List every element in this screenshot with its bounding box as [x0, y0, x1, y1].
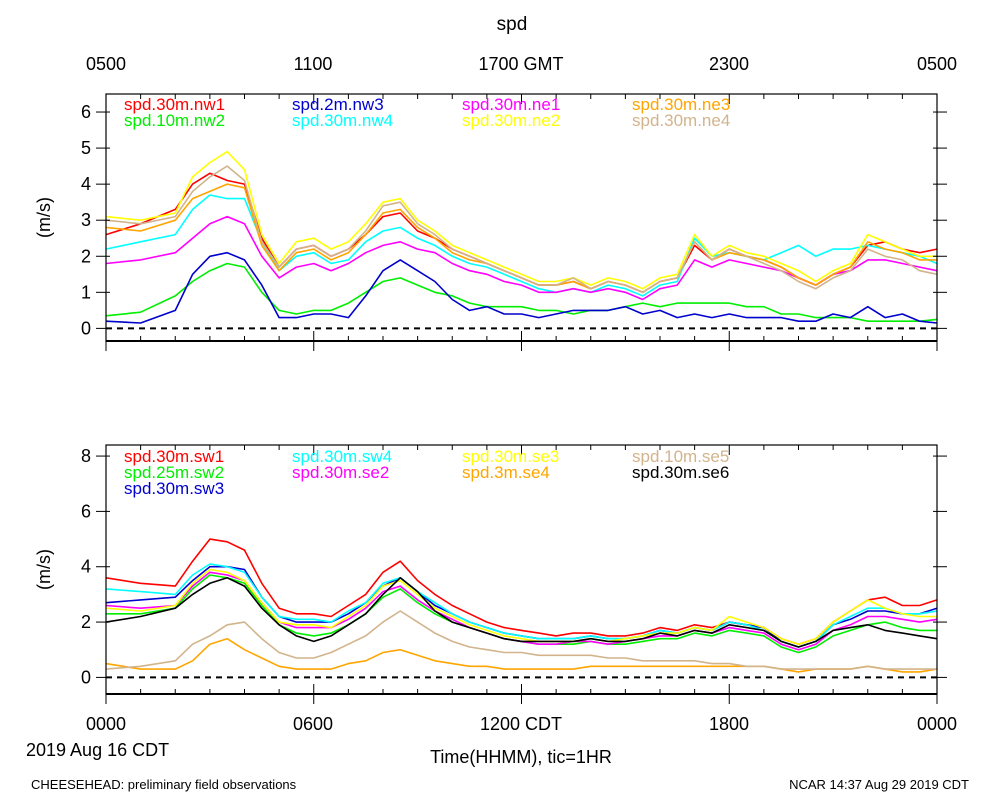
- bottom-axis-tick-label: 0000: [86, 714, 126, 734]
- series-line-spd.10m.se5: [105, 610, 937, 670]
- series-line-spd.30m.se6: [105, 576, 938, 648]
- legend-entry: spd.30m.ne3: [632, 95, 730, 114]
- series-line-spd.30m.sw1: [105, 538, 938, 646]
- top-axis-tick-label: 2300: [709, 54, 749, 74]
- bottom-axis-tick-label: 1200 CDT: [480, 714, 562, 734]
- legend-entry: spd.10m.nw2: [124, 111, 225, 130]
- series-line-spd.10m.nw2: [105, 262, 938, 323]
- legend-entry: spd.30m.sw4: [292, 447, 392, 466]
- legend-entry: spd.25m.sw2: [124, 463, 224, 482]
- legend-entry: spd.30m.nw4: [292, 111, 393, 130]
- chart-title: spd: [497, 14, 528, 35]
- series-line-spd.30m.ne2: [105, 150, 937, 290]
- legend-entry: spd.2m.nw3: [292, 95, 384, 114]
- series-line-spd.30m.se3: [105, 568, 937, 646]
- legend-entry: spd.30m.se3: [462, 447, 559, 466]
- y-tick-label: 6: [81, 501, 91, 521]
- y-axis-label: (m/s): [34, 197, 54, 238]
- bottom-axis-tick-label: 0600: [293, 714, 333, 734]
- y-tick-label: 0: [81, 667, 91, 687]
- top-axis-tick-label: 0500: [917, 54, 957, 74]
- series-line-spd.2m.nw3: [105, 251, 938, 324]
- y-tick-label: 2: [81, 612, 91, 632]
- legend-entry: spd.30m.sw1: [124, 447, 224, 466]
- legend-entry: spd.10m.se5: [632, 447, 729, 466]
- footer-left: CHEESEHEAD: preliminary field observatio…: [31, 777, 297, 792]
- top-axis-tick-label: 1700 GMT: [478, 54, 563, 74]
- series-line-spd.30m.ne3: [105, 183, 937, 294]
- date-label: 2019 Aug 16 CDT: [26, 740, 169, 760]
- legend-entry: spd.30m.se2: [292, 463, 389, 482]
- y-tick-label: 4: [81, 174, 91, 194]
- x-axis-label: Time(HHMM), tic=1HR: [430, 747, 612, 767]
- legend-entry: spd.30m.se6: [632, 463, 729, 482]
- top-axis-tick-label: 0500: [86, 54, 126, 74]
- y-tick-label: 3: [81, 210, 91, 230]
- y-tick-label: 2: [81, 246, 91, 266]
- y-tick-label: 8: [81, 446, 91, 466]
- series-line-spd.30m.ne4: [105, 165, 938, 294]
- legend-entry: spd.30m.ne2: [462, 111, 560, 130]
- y-tick-label: 0: [81, 318, 91, 338]
- y-tick-label: 1: [81, 282, 91, 302]
- legend-entry: spd.30m.nw1: [124, 95, 225, 114]
- y-tick-label: 6: [81, 102, 91, 122]
- y-tick-label: 4: [81, 557, 91, 577]
- y-tick-label: 5: [81, 138, 91, 158]
- series-line-spd.30m.nw4: [105, 194, 938, 297]
- legend-entry: spd.3m.se4: [462, 463, 550, 482]
- plot-frame: [105, 444, 938, 695]
- legend-entry: spd.30m.sw3: [124, 479, 224, 498]
- y-axis-label: (m/s): [34, 549, 54, 590]
- bottom-axis-tick-label: 0000: [917, 714, 957, 734]
- series-line-spd.3m.se4: [105, 637, 938, 673]
- legend-entry: spd.30m.ne1: [462, 95, 560, 114]
- footer-right: NCAR 14:37 Aug 29 2019 CDT: [789, 777, 969, 792]
- chart-panel-2: 02468(m/s)spd.30m.sw1spd.25m.sw2spd.30m.…: [34, 444, 947, 704]
- bottom-axis-tick-label: 1800: [709, 714, 749, 734]
- top-axis-tick-label: 1100: [294, 54, 333, 74]
- legend-entry: spd.30m.ne4: [632, 111, 730, 130]
